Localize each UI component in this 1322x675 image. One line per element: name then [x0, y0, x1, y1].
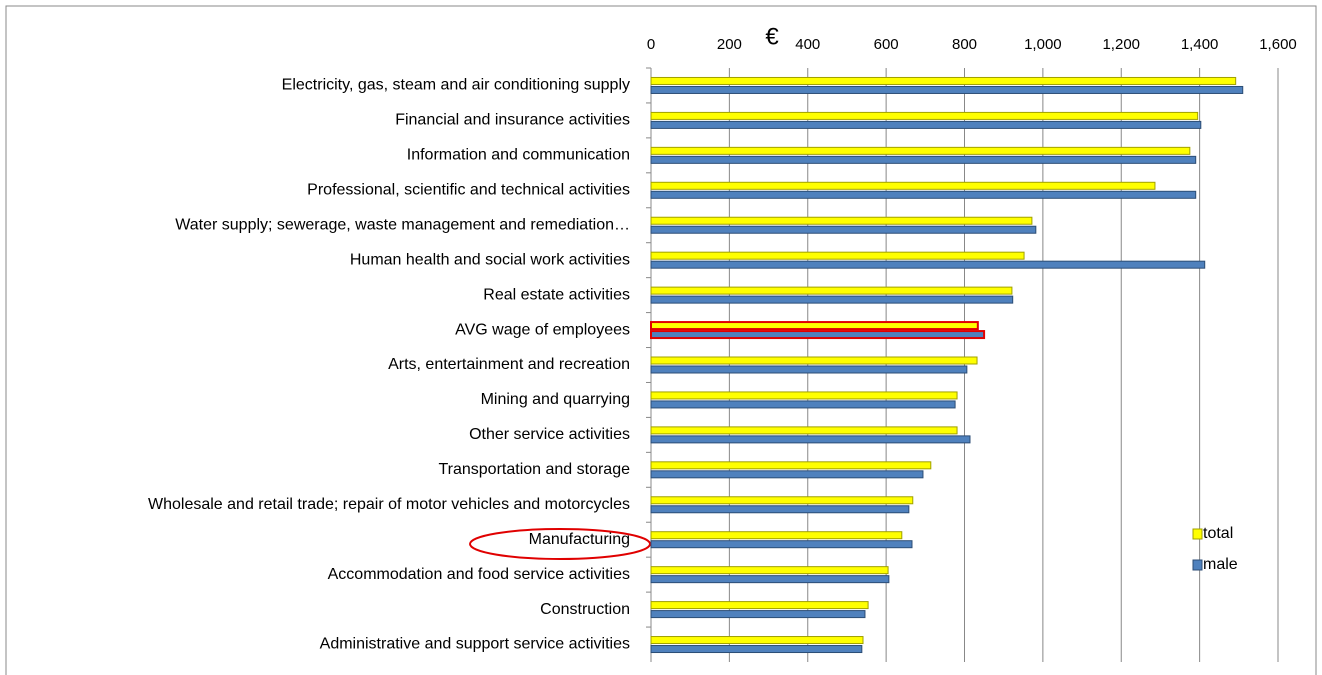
y-tick-label: AVG wage of employees	[455, 321, 630, 338]
bar	[650, 225, 1037, 234]
bar	[650, 636, 864, 645]
x-tick-label: 1,000	[1024, 36, 1062, 53]
legend-swatch	[1192, 559, 1203, 571]
y-tick-label: Information and communication	[407, 147, 630, 164]
bar	[650, 85, 1244, 94]
bar	[650, 426, 958, 435]
bar	[650, 505, 910, 514]
bar	[650, 391, 958, 400]
bar	[650, 321, 979, 331]
y-tick-label: Other service activities	[469, 426, 630, 443]
bar	[650, 610, 866, 619]
legend-swatch	[1192, 528, 1203, 540]
x-tick-label: 1,600	[1259, 36, 1297, 53]
y-tick-label: Electricity, gas, steam and air conditio…	[282, 77, 630, 94]
bar	[650, 470, 924, 479]
bar	[650, 146, 1191, 155]
bar	[650, 601, 869, 610]
y-tick-label: Financial and insurance activities	[395, 112, 630, 129]
highlight-ellipse	[469, 528, 651, 560]
bar	[650, 330, 986, 340]
y-tick-label: Manufacturing	[529, 531, 630, 548]
bar	[650, 496, 914, 505]
bar	[650, 286, 1013, 295]
bar	[650, 540, 913, 549]
x-tick-label: 400	[795, 36, 820, 53]
bar	[650, 120, 1202, 129]
bar	[650, 190, 1197, 199]
x-tick-label: 200	[717, 36, 742, 53]
x-tick-label: 1,200	[1102, 36, 1140, 53]
bar	[650, 645, 863, 654]
bar	[650, 435, 971, 444]
y-tick-label: Construction	[540, 601, 630, 618]
y-tick-label: Professional, scientific and technical a…	[307, 182, 630, 199]
bar	[650, 76, 1237, 85]
x-tick-label: 0	[647, 36, 655, 53]
bar	[650, 111, 1199, 120]
bar	[650, 251, 1025, 260]
bar	[650, 356, 978, 365]
bar	[650, 365, 968, 374]
bar	[650, 181, 1156, 190]
y-tick-label: Wholesale and retail trade; repair of mo…	[148, 496, 630, 513]
bar	[650, 400, 956, 409]
x-tick-label: 1,400	[1181, 36, 1219, 53]
bar	[650, 216, 1033, 225]
bar	[650, 260, 1206, 269]
bar	[650, 461, 932, 470]
bar	[650, 531, 903, 540]
x-axis-label: €	[765, 23, 779, 50]
y-tick-label: Administrative and support service activ…	[320, 636, 630, 653]
bar	[650, 155, 1197, 164]
chart-frame	[5, 5, 1317, 675]
bar	[650, 575, 890, 584]
y-tick-label: Accommodation and food service activitie…	[328, 566, 630, 583]
y-tick-label: Real estate activities	[483, 286, 630, 303]
legend-label: total	[1203, 525, 1233, 542]
y-tick-label: Arts, entertainment and recreation	[388, 356, 630, 373]
x-tick-label: 800	[952, 36, 977, 53]
legend-label: male	[1203, 556, 1238, 573]
bar	[650, 566, 889, 575]
bar	[650, 295, 1014, 304]
y-tick-label: Transportation and storage	[438, 461, 630, 478]
y-tick-label: Human health and social work activities	[350, 251, 630, 268]
x-tick-label: 600	[874, 36, 899, 53]
y-tick-label: Mining and quarrying	[481, 391, 630, 408]
y-tick-label: Water supply; sewerage, waste management…	[175, 216, 630, 233]
